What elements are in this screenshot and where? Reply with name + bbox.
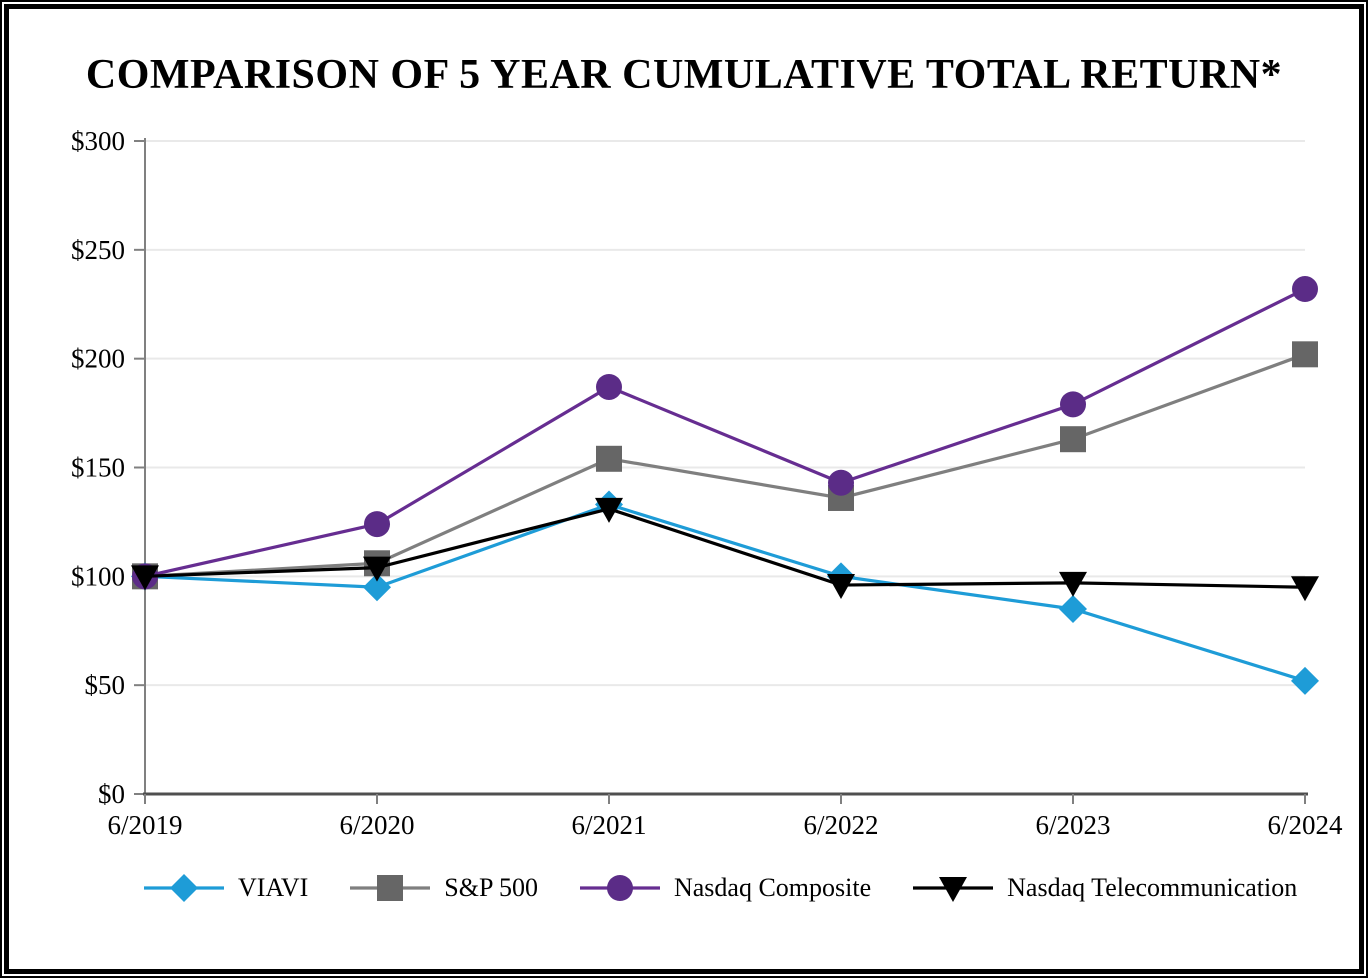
series-marker-s-p-500-6-2023 [1060,426,1086,453]
legend-marker-viavi-icon [144,874,224,902]
y-axis-label-0: $0 [98,779,125,809]
series-line-viavi [144,502,1306,683]
series-marker-s-p-500-6-2021 [596,445,622,472]
series-marker-viavi-6-2023 [1059,594,1087,623]
legend-marker-shape-viavi [170,874,198,902]
y-axis-label-250: $250 [71,235,125,265]
legend-item-viavi: VIAVI [142,871,308,905]
y-axis-label-100: $100 [71,561,125,591]
series-marker-nasdaq-composite-6-2024 [1292,276,1318,303]
series-line-s-p-500 [144,352,1306,578]
y-axis-label-50: $50 [85,670,126,700]
legend-label-nasdaq-telecommunication: Nasdaq Telecommunication [1007,873,1298,902]
x-axis-label-6-2020: 6/2020 [339,810,414,840]
y-axis-label-150: $150 [71,453,125,483]
series-marker-viavi-6-2020 [363,573,391,602]
y-axis-label-200: $200 [71,344,125,374]
series-marker-nasdaq-composite-6-2020 [364,511,390,538]
legend-label-s-p-500: S&P 500 [444,873,538,902]
series-marker-viavi-6-2024 [1291,666,1319,695]
legend-label-nasdaq-composite: Nasdaq Composite [673,873,872,902]
series-marker-s-p-500-6-2024 [1292,341,1318,368]
x-axis-label-6-2019: 6/2019 [107,810,182,840]
series-marker-nasdaq-telecommunication-6-2020 [363,556,391,582]
x-axis-label-6-2022: 6/2022 [803,810,878,840]
legend-marker-s-p-500-icon [350,875,431,901]
legend-item-nasdaq-telecommunication: Nasdaq Telecommunication [911,871,1297,905]
series-marker-nasdaq-telecommunication-6-2021 [595,497,623,523]
legend-marker-shape-nasdaq-composite [606,875,633,901]
legend-item-nasdaq-composite: Nasdaq Composite [578,871,871,905]
series-line-nasdaq-composite [144,287,1306,578]
series-marker-nasdaq-telecommunication-6-2019 [131,565,159,591]
series-marker-nasdaq-composite-6-2021 [596,373,622,400]
legend-label-viavi: VIAVI [238,873,309,902]
series-marker-nasdaq-telecommunication-6-2024 [1291,576,1319,602]
legend-marker-nasdaq-composite-icon [579,875,660,901]
y-axis-label-300: $300 [71,126,125,156]
series-marker-nasdaq-telecommunication-6-2023 [1059,571,1087,597]
x-axis-label-6-2023: 6/2023 [1035,810,1110,840]
legend-marker-nasdaq-telecommunication-icon [913,877,994,902]
chart-legend: VIAVI S&P 500 Nasdaq Composite Nasdaq Telec… [142,860,1297,916]
series-marker-nasdaq-composite-6-2022 [828,469,854,496]
x-axis-label-6-2021: 6/2021 [571,810,646,840]
legend-marker-shape-s-p-500 [377,875,404,901]
chart-title: COMPARISON OF 5 YEAR CUMULATIVE TOTAL RE… [85,52,1283,98]
x-axis-label-6-2024: 6/2024 [1267,810,1343,840]
series-marker-nasdaq-telecommunication-6-2022 [827,574,855,600]
series-marker-nasdaq-composite-6-2023 [1060,391,1086,418]
series-line-nasdaq-telecommunication [144,507,1306,589]
legend-item-s-p-500: S&P 500 [348,871,538,905]
legend-marker-shape-nasdaq-telecommunication [939,877,968,902]
